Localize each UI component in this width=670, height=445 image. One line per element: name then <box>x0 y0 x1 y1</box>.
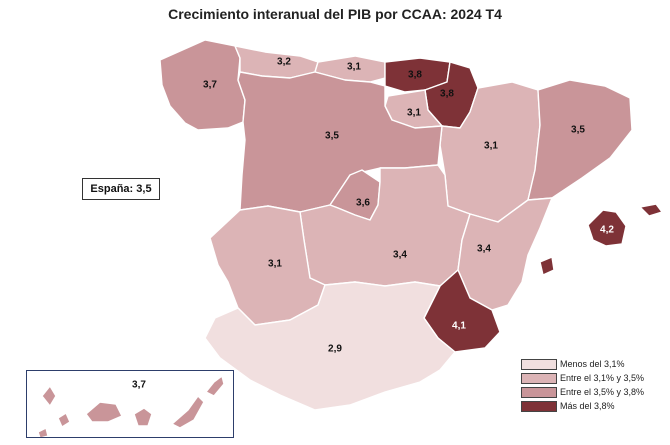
legend-item: Menos del 3,1% <box>521 357 644 371</box>
value-cantabria: 3,1 <box>347 62 361 73</box>
region-valenciana[interactable] <box>457 197 553 311</box>
legend-item: Entre el 3,5% y 3,8% <box>521 385 644 399</box>
region-illes-balears[interactable] <box>539 203 663 276</box>
legend-label: Entre el 3,1% y 3,5% <box>560 373 645 383</box>
value-aragon: 3,1 <box>484 141 498 152</box>
legend-swatch <box>521 400 557 412</box>
legend-swatch <box>521 386 557 398</box>
value-pais-vasco: 3,8 <box>408 70 422 81</box>
value-canarias: 3,7 <box>132 380 146 391</box>
legend-item: Más del 3,8% <box>521 399 644 413</box>
legend-label: Menos del 3,1% <box>560 359 625 369</box>
region-canarias[interactable] <box>37 375 225 439</box>
legend-swatch <box>521 358 557 370</box>
value-extremadura: 3,1 <box>268 259 282 270</box>
value-cataluna: 3,5 <box>571 125 585 136</box>
value-illes-balears: 4,2 <box>600 225 614 236</box>
value-la-rioja: 3,1 <box>407 108 421 119</box>
value-madrid: 3,6 <box>356 198 370 209</box>
legend-label: Entre el 3,5% y 3,8% <box>560 387 645 397</box>
value-andalucia: 2,9 <box>328 344 342 355</box>
value-castilla-y-leon: 3,5 <box>325 131 339 142</box>
legend-swatch <box>521 372 557 384</box>
value-murcia: 4,1 <box>452 321 466 332</box>
region-andalucia[interactable] <box>204 281 456 411</box>
value-navarra: 3,8 <box>440 89 454 100</box>
value-valenciana: 3,4 <box>477 244 491 255</box>
spain-total-label: España: 3,5 <box>90 183 152 195</box>
value-asturias: 3,2 <box>277 57 291 68</box>
legend-item: Entre el 3,1% y 3,5% <box>521 371 644 385</box>
spain-total-box: España: 3,5 <box>82 178 160 200</box>
value-galicia: 3,7 <box>203 80 217 91</box>
map-title: Crecimiento interanual del PIB por CCAA:… <box>168 6 502 22</box>
legend-label: Más del 3,8% <box>560 401 615 411</box>
region-cataluna[interactable] <box>527 79 633 201</box>
legend: Menos del 3,1% Entre el 3,1% y 3,5% Entr… <box>521 357 644 413</box>
value-castilla-la-mancha: 3,4 <box>393 250 407 261</box>
canarias-inset-frame <box>26 370 234 438</box>
